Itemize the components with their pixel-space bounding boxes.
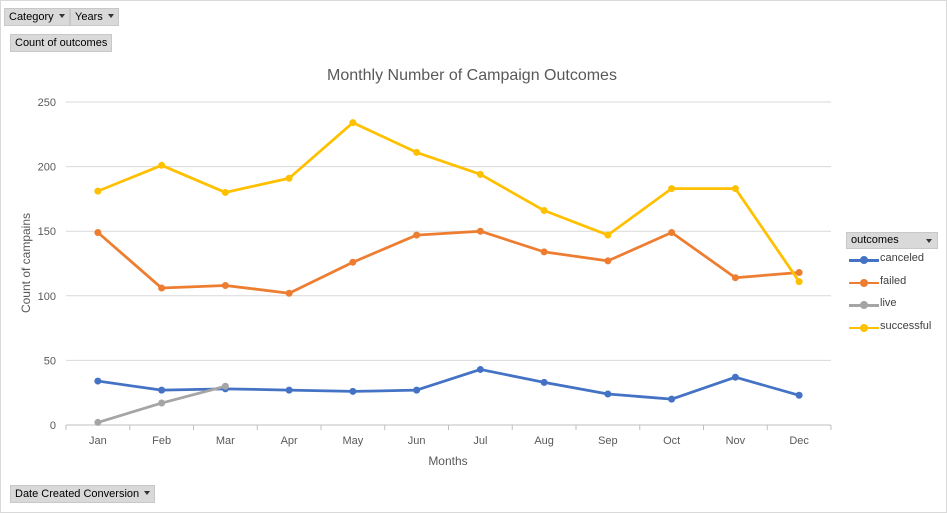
data-point <box>795 278 803 286</box>
legend-label: live <box>880 297 897 309</box>
data-point <box>604 231 612 239</box>
data-point <box>731 185 739 193</box>
data-point <box>285 386 293 394</box>
axis-field-button[interactable]: Date Created Conversion <box>10 485 156 503</box>
data-point <box>413 148 421 156</box>
data-point <box>604 390 612 398</box>
legend-swatch-icon <box>849 278 879 287</box>
x-tick-label: Oct <box>663 435 680 447</box>
data-point <box>668 185 676 193</box>
data-point <box>94 377 102 385</box>
legend-swatch-icon <box>849 323 879 332</box>
legend-filter-button[interactable]: outcomes <box>846 232 938 249</box>
series-group <box>94 119 803 426</box>
data-point <box>221 281 229 289</box>
x-tick-label: Apr <box>281 435 298 447</box>
y-axis-ticks: 0 50 100 150 200 250 <box>38 97 56 432</box>
data-point <box>476 227 484 235</box>
data-point <box>668 228 676 236</box>
data-point <box>221 188 229 196</box>
axis-field-label: Date Created Conversion <box>15 488 140 500</box>
x-tick-label: Jun <box>408 435 426 447</box>
legend-label: failed <box>880 274 907 287</box>
series-successful <box>94 119 803 286</box>
y-tick-label: 100 <box>38 291 56 303</box>
legend-label: canceled <box>880 252 925 264</box>
legend-title: outcomes <box>851 234 899 246</box>
x-tick-label: Jul <box>473 435 487 447</box>
chevron-down-icon <box>58 14 65 18</box>
data-point <box>540 248 548 256</box>
legend-item-successful[interactable]: successful <box>846 317 938 340</box>
x-tick-label: Nov <box>726 435 746 447</box>
y-tick-label: 150 <box>38 226 56 238</box>
data-point <box>731 373 739 381</box>
legend: outcomes canceled failed live successful <box>846 232 938 339</box>
data-point <box>413 231 421 239</box>
y-tick-label: 50 <box>44 355 56 367</box>
series-canceled <box>94 365 803 403</box>
data-point <box>476 170 484 178</box>
legend-label: successful <box>880 319 932 332</box>
category-filter-label: Category <box>9 11 54 23</box>
category-filter-button[interactable]: Category <box>4 8 70 26</box>
x-tick-label: Dec <box>789 435 809 447</box>
y-tick-label: 250 <box>38 97 56 109</box>
data-point <box>158 399 166 407</box>
data-point <box>285 174 293 182</box>
data-point <box>731 274 739 282</box>
x-tick-label: Sep <box>598 435 618 447</box>
legend-item-canceled[interactable]: canceled <box>846 249 938 272</box>
values-field-button[interactable]: Count of outcomes <box>10 34 113 52</box>
x-axis-label: Months <box>428 454 467 468</box>
data-point <box>795 269 803 277</box>
data-point <box>349 387 357 395</box>
x-tick-label: Mar <box>216 435 235 447</box>
x-tick-label: Feb <box>152 435 171 447</box>
x-tick-label: May <box>342 435 363 447</box>
data-point <box>221 382 229 390</box>
data-point <box>413 386 421 394</box>
y-axis-label: Count of campains <box>19 213 33 313</box>
chevron-down-icon <box>144 491 151 495</box>
data-point <box>476 365 484 373</box>
data-point <box>540 378 548 386</box>
data-point <box>795 391 803 399</box>
legend-swatch-icon <box>849 256 879 264</box>
x-tick-label: Aug <box>534 435 554 447</box>
data-point <box>668 395 676 403</box>
data-point <box>540 207 548 215</box>
data-point <box>158 284 166 292</box>
years-filter-button[interactable]: Years <box>70 8 119 26</box>
data-point <box>349 258 357 266</box>
chevron-down-icon <box>107 14 114 18</box>
data-point <box>94 187 102 195</box>
data-point <box>94 228 102 236</box>
data-point <box>349 119 357 127</box>
data-point <box>158 386 166 394</box>
y-tick-label: 0 <box>50 420 56 432</box>
x-tick-label: Jan <box>89 435 107 447</box>
data-point <box>94 418 102 426</box>
legend-item-failed[interactable]: failed <box>846 272 938 295</box>
legend-item-live[interactable]: live <box>846 294 938 317</box>
years-filter-label: Years <box>75 11 103 23</box>
y-tick-label: 200 <box>38 162 56 174</box>
data-point <box>604 257 612 265</box>
series-failed <box>94 227 803 297</box>
legend-swatch-icon <box>849 301 879 309</box>
data-point <box>285 289 293 297</box>
series-line-successful <box>96 121 801 283</box>
data-point <box>158 161 166 169</box>
series-line-failed <box>96 229 801 295</box>
series-line-canceled <box>96 368 801 401</box>
chevron-down-icon <box>926 239 932 243</box>
series-live <box>94 382 229 426</box>
x-axis-ticks: Jan Feb Mar Apr May Jun Jul Aug Sep Oct Nov Dec <box>65 425 832 447</box>
chart-title: Monthly Number of Campaign Outcomes <box>327 67 617 84</box>
